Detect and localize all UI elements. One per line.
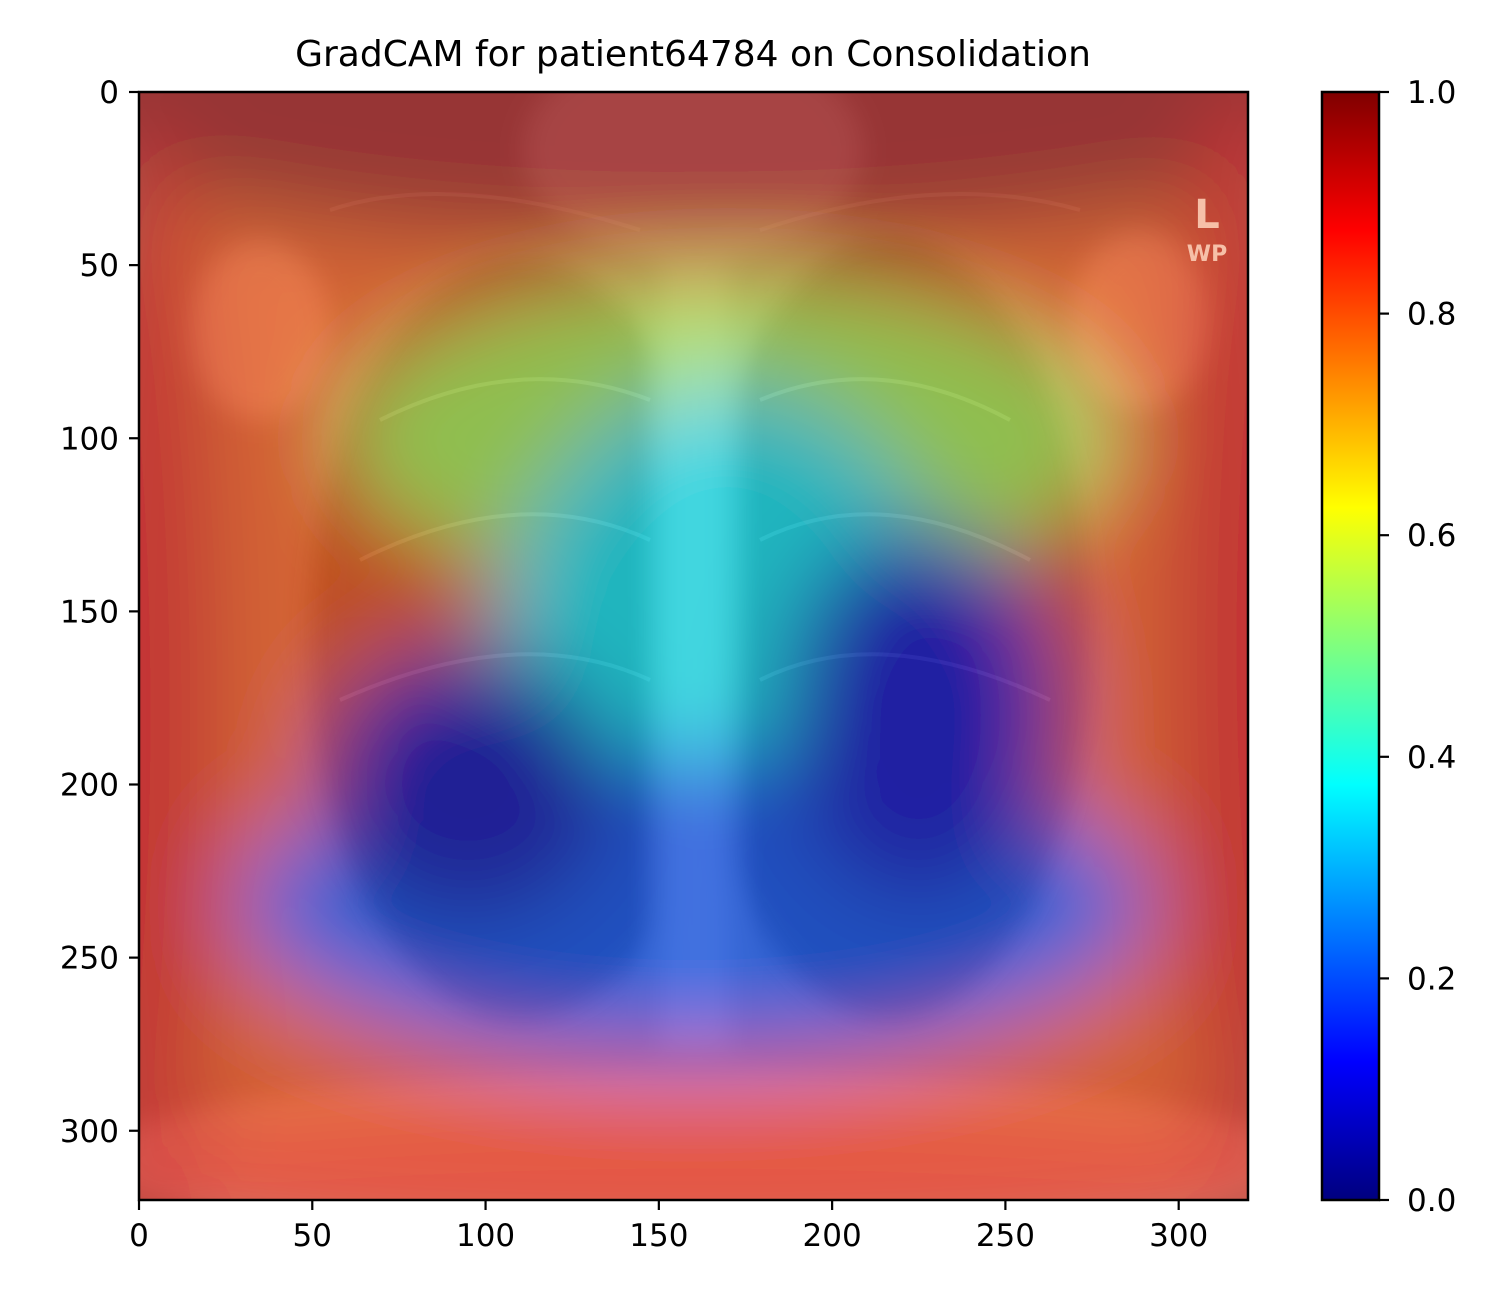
x-axis: 0 50 100 150 200 250 300 xyxy=(129,1200,1208,1254)
colorbar-tick-label: 0.6 xyxy=(1407,518,1456,554)
colorbar-gradient xyxy=(1322,92,1379,1200)
y-tick-label: 50 xyxy=(80,248,119,284)
heat-overlay xyxy=(139,92,1248,1200)
y-tick-label: 200 xyxy=(60,768,119,804)
colorbar-tick-label: 0.2 xyxy=(1407,961,1456,997)
marker-wp: WP xyxy=(1187,242,1227,267)
x-tick-label: 300 xyxy=(1149,1218,1208,1254)
activation-right-edge xyxy=(1161,92,1248,1200)
y-tick-label: 250 xyxy=(60,941,119,977)
plot-frame xyxy=(137,90,1250,1202)
activation-top-band xyxy=(139,92,1248,248)
chart-title: GradCAM for patient64784 on Consolidatio… xyxy=(295,34,1091,75)
colorbar-tick-label: 0.0 xyxy=(1407,1183,1456,1219)
colorbar-tick-label: 0.8 xyxy=(1407,297,1456,333)
y-tick-label: 300 xyxy=(60,1114,119,1150)
colorbar-tick-label: 1.0 xyxy=(1407,75,1456,111)
marker-l: L xyxy=(1194,192,1220,238)
y-tick-label: 100 xyxy=(60,421,119,457)
colorbar-ticks: 0.0 0.2 0.4 0.6 0.8 1.0 xyxy=(1379,75,1456,1219)
activation-bottom-band xyxy=(139,1096,1248,1200)
y-tick-label: 150 xyxy=(60,594,119,630)
image-markers: L WP xyxy=(1187,192,1227,267)
colorbar-tick-label: 0.4 xyxy=(1407,740,1456,776)
x-tick-label: 0 xyxy=(129,1218,149,1254)
activation-right-lung-core xyxy=(780,524,1058,906)
x-tick-label: 100 xyxy=(456,1218,515,1254)
activation-left-edge xyxy=(139,126,226,1200)
y-tick-label: 0 xyxy=(99,75,119,111)
x-tick-label: 250 xyxy=(976,1218,1035,1254)
x-tick-label: 200 xyxy=(803,1218,862,1254)
x-tick-label: 50 xyxy=(293,1218,332,1254)
activation-left-lung-core xyxy=(322,646,614,923)
y-axis: 0 50 100 150 200 250 300 xyxy=(60,75,139,1150)
x-tick-label: 150 xyxy=(629,1218,688,1254)
colorbar-frame xyxy=(1320,90,1381,1202)
colorbar: 0.0 0.2 0.4 0.6 0.8 1.0 xyxy=(1320,75,1456,1219)
heatmap-image: L WP xyxy=(139,92,1248,1200)
